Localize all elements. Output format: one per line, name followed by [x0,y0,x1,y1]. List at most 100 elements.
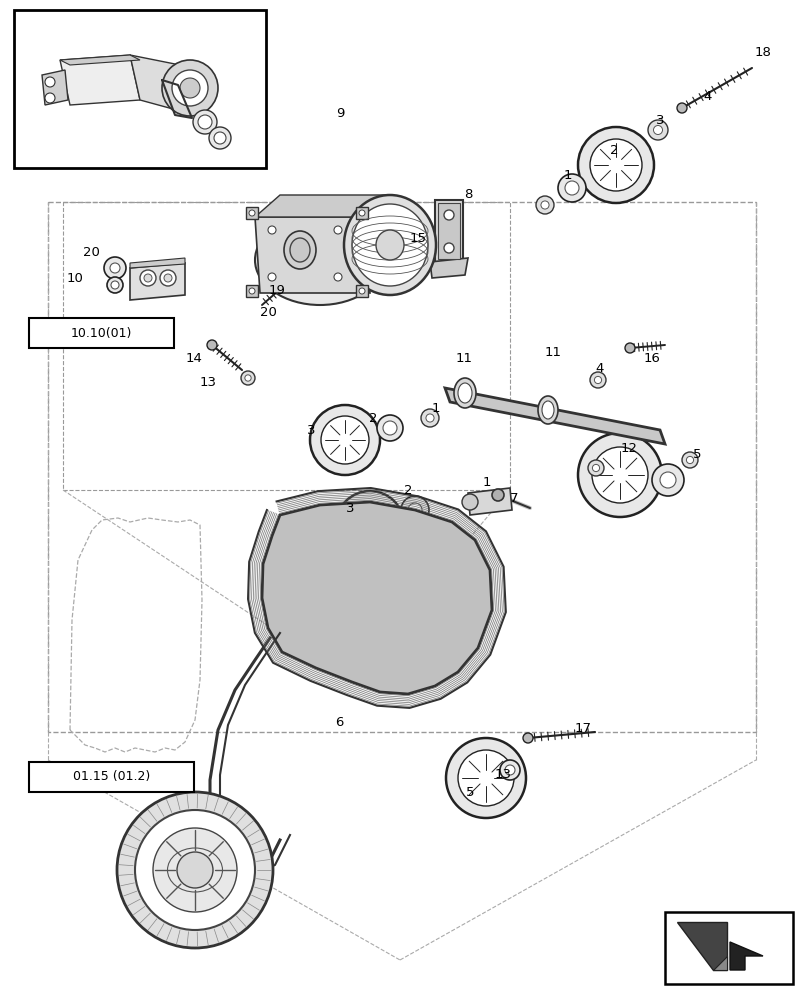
Bar [29,762,194,792]
Circle shape [457,750,513,806]
Circle shape [461,494,478,510]
Circle shape [445,738,526,818]
Bar [14,10,266,168]
Bar [246,285,258,297]
Circle shape [659,472,676,488]
Text: 20: 20 [83,246,99,259]
Circle shape [111,281,119,289]
Circle shape [383,421,397,435]
Circle shape [358,210,365,216]
Circle shape [280,280,290,290]
Bar [435,200,462,262]
Circle shape [592,464,599,472]
Circle shape [162,60,217,116]
Circle shape [624,343,634,353]
Circle shape [577,127,653,203]
Circle shape [249,210,255,216]
Circle shape [180,78,200,98]
Circle shape [245,375,251,381]
Circle shape [426,414,434,422]
Polygon shape [60,55,139,105]
Circle shape [587,460,603,476]
Text: 1: 1 [563,169,572,182]
Circle shape [491,489,504,501]
Text: 5: 5 [466,786,474,799]
Polygon shape [262,502,491,694]
Circle shape [647,120,667,140]
Circle shape [107,277,122,293]
Text: 2: 2 [609,144,617,157]
Text: 3: 3 [307,424,315,436]
Circle shape [444,210,453,220]
Polygon shape [255,195,389,217]
Text: 7: 7 [509,491,517,504]
Circle shape [214,132,225,144]
Text: 13: 13 [200,375,217,388]
Text: 2: 2 [368,412,377,424]
Circle shape [407,503,422,517]
Polygon shape [130,263,185,300]
Circle shape [540,201,548,209]
Circle shape [333,226,341,234]
Circle shape [268,226,276,234]
Text: 3: 3 [655,114,663,127]
Circle shape [45,77,55,87]
Text: 15: 15 [409,232,426,244]
Polygon shape [444,388,664,444]
Circle shape [557,174,586,202]
Text: 01.15 (01.2): 01.15 (01.2) [73,770,150,783]
Polygon shape [130,55,195,115]
Text: 6: 6 [334,716,343,728]
Text: 10.10(01): 10.10(01) [71,326,132,340]
Circle shape [333,273,341,281]
Circle shape [414,263,424,273]
Circle shape [676,103,686,113]
Circle shape [177,852,212,888]
Text: 13: 13 [494,768,511,781]
Circle shape [401,496,428,524]
Circle shape [420,409,439,427]
Bar [355,285,367,297]
Ellipse shape [538,396,557,424]
Text: 5: 5 [692,448,701,462]
Circle shape [135,810,255,930]
Circle shape [336,491,404,559]
Text: 16: 16 [643,352,659,364]
Circle shape [500,760,519,780]
Polygon shape [712,956,726,970]
Bar [664,912,792,984]
Circle shape [535,196,553,214]
Circle shape [564,181,578,195]
Circle shape [685,456,693,464]
Circle shape [590,372,605,388]
Circle shape [117,792,272,948]
Text: 11: 11 [544,346,561,359]
Circle shape [249,288,255,294]
Text: 1: 1 [483,476,491,488]
Text: 4: 4 [595,361,603,374]
Bar [355,207,367,219]
Circle shape [268,273,276,281]
Circle shape [198,115,212,129]
Circle shape [522,733,532,743]
Ellipse shape [541,401,553,419]
Text: 18: 18 [753,46,770,59]
Circle shape [444,243,453,253]
Bar [63,202,509,490]
Bar [48,202,755,732]
Circle shape [577,433,661,517]
Circle shape [109,263,120,273]
Ellipse shape [284,231,315,269]
Circle shape [241,371,255,385]
Text: 19: 19 [268,284,285,296]
Bar [29,318,174,348]
Circle shape [164,274,172,282]
Text: 20: 20 [260,306,276,320]
Ellipse shape [351,204,427,286]
Circle shape [104,257,126,279]
Polygon shape [430,258,467,278]
Circle shape [160,270,176,286]
Circle shape [139,270,156,286]
Text: 2: 2 [403,484,412,496]
Text: 10: 10 [67,271,84,284]
